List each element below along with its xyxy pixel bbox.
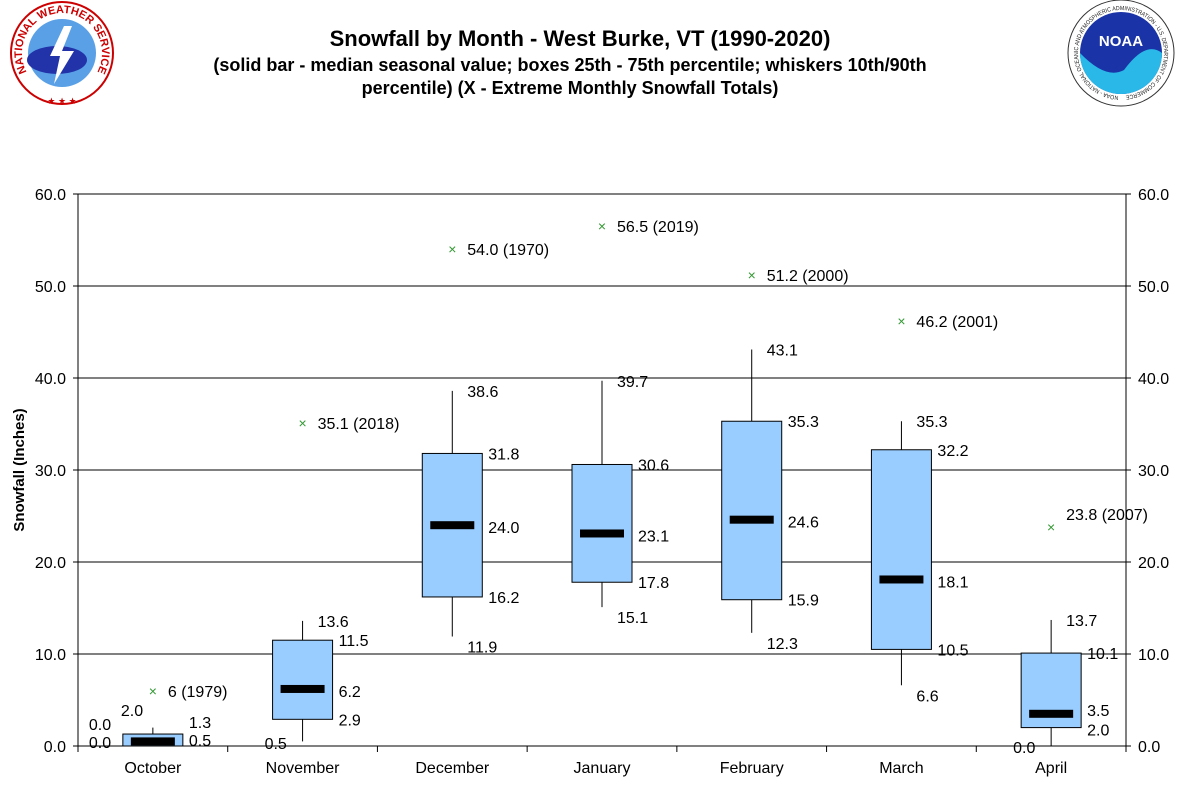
p25-label: 16.2 <box>488 590 519 607</box>
p90-label: 39.7 <box>617 374 648 391</box>
extreme-marker: × <box>298 415 306 431</box>
median-label: 24.6 <box>788 515 819 532</box>
extreme-label: 23.8 (2007) <box>1066 507 1148 524</box>
y-tick-label-left: 10.0 <box>35 647 66 664</box>
median-bar <box>280 684 325 693</box>
x-tick-label: March <box>879 760 923 777</box>
extreme-label: 51.2 (2000) <box>767 268 849 285</box>
x-tick-label: January <box>574 760 631 777</box>
p75-label: 1.3 <box>189 715 211 732</box>
p90-label: 43.1 <box>767 342 798 359</box>
y-tick-label-left: 0.0 <box>44 739 66 756</box>
p10-label: 0.5 <box>265 736 287 753</box>
p75-label: 31.8 <box>488 446 519 463</box>
y-tick-label-right: 10.0 <box>1138 647 1169 664</box>
extreme-marker: × <box>149 683 157 699</box>
p25-label: 0.0 <box>89 717 111 734</box>
median-label: 6.2 <box>339 684 361 701</box>
extreme-label: 54.0 (1970) <box>467 242 549 259</box>
extreme-label: 35.1 (2018) <box>318 416 400 433</box>
iqr-box <box>272 639 334 720</box>
p90-label: 13.6 <box>318 614 349 631</box>
extreme-marker: × <box>1047 519 1055 535</box>
x-tick-label: December <box>415 760 489 777</box>
p90-label: 13.7 <box>1066 613 1097 630</box>
iqr-box <box>870 449 932 650</box>
p10-label: 6.6 <box>916 688 938 705</box>
p10-label: 15.1 <box>617 610 648 627</box>
x-tick-label: November <box>266 760 340 777</box>
p90-label: 38.6 <box>467 384 498 401</box>
extreme-label: 46.2 (2001) <box>916 314 998 331</box>
subtitle-line-2: percentile) (X - Extreme Monthly Snowfal… <box>361 78 779 98</box>
x-tick-label: April <box>1035 760 1067 777</box>
p25-label: 15.9 <box>788 593 819 610</box>
y-tick-label-right: 20.0 <box>1138 555 1169 572</box>
median-label: 23.1 <box>638 528 669 545</box>
p25-label: 2.0 <box>1087 723 1109 740</box>
p75-label: 32.2 <box>937 443 968 460</box>
iqr-box <box>721 420 783 601</box>
y-axis-label: Snowfall (Inches) <box>11 408 28 531</box>
x-tick-label: October <box>124 760 182 777</box>
stars-icon: ★ ★ ★ <box>47 96 76 106</box>
y-tick-label-right: 60.0 <box>1138 187 1169 204</box>
extreme-marker: × <box>897 313 905 329</box>
p75-label: 10.1 <box>1087 646 1118 663</box>
median-label: 0.5 <box>189 733 211 750</box>
noaa-logo: NOAA NOAA - NATIONAL OCEANIC AND ATMOSPH… <box>1067 0 1175 107</box>
median-label: 3.5 <box>1087 703 1109 720</box>
p10-label: 0.0 <box>1013 740 1035 757</box>
y-tick-label-right: 50.0 <box>1138 279 1169 296</box>
y-tick-label-right: 0.0 <box>1138 739 1160 756</box>
p25-label: 2.9 <box>339 712 361 729</box>
x-tick-label: February <box>720 760 784 777</box>
y-tick-label-right: 30.0 <box>1138 463 1169 480</box>
extreme-marker: × <box>748 267 756 283</box>
p10-label: 12.3 <box>767 636 798 653</box>
median-label: 24.0 <box>488 520 519 537</box>
p25-label: 10.5 <box>937 642 968 659</box>
p75-label: 30.6 <box>638 457 669 474</box>
p25-label: 17.8 <box>638 575 669 592</box>
p90-label: 35.3 <box>916 414 947 431</box>
median-bar <box>729 515 774 524</box>
extreme-marker: × <box>598 218 606 234</box>
y-tick-label-left: 40.0 <box>35 371 66 388</box>
chart-title: Snowfall by Month - West Burke, VT (1990… <box>329 26 831 51</box>
extreme-label: 56.5 (2019) <box>617 219 699 236</box>
y-tick-label-left: 30.0 <box>35 463 66 480</box>
noaa-logo-wordmark: NOAA <box>1099 33 1143 50</box>
median-bar <box>879 575 924 584</box>
p75-label: 35.3 <box>788 414 819 431</box>
p90-label: 2.0 <box>121 703 143 720</box>
subtitle-line-1: (solid bar - median seasonal value; boxe… <box>213 55 927 75</box>
median-bar <box>130 737 175 746</box>
median-bar <box>580 529 624 538</box>
y-tick-label-right: 40.0 <box>1138 371 1169 388</box>
extreme-marker: × <box>448 241 456 257</box>
iqr-box <box>571 463 633 583</box>
extreme-label: 6 (1979) <box>168 684 228 701</box>
p75-label: 11.5 <box>339 633 369 650</box>
median-bar <box>430 521 475 530</box>
median-label: 18.1 <box>937 574 968 591</box>
p10-label: 0.0 <box>89 735 111 752</box>
median-bar <box>1029 709 1074 718</box>
y-tick-label-left: 60.0 <box>35 187 66 204</box>
y-tick-label-left: 50.0 <box>35 279 66 296</box>
y-tick-label-left: 20.0 <box>35 555 66 572</box>
chart-subtitle: (solid bar - median seasonal value; boxe… <box>0 54 1150 100</box>
nws-logo: NATIONAL WEATHER SERVICE ★ ★ ★ <box>10 1 114 106</box>
p10-label: 11.9 <box>467 640 497 657</box>
